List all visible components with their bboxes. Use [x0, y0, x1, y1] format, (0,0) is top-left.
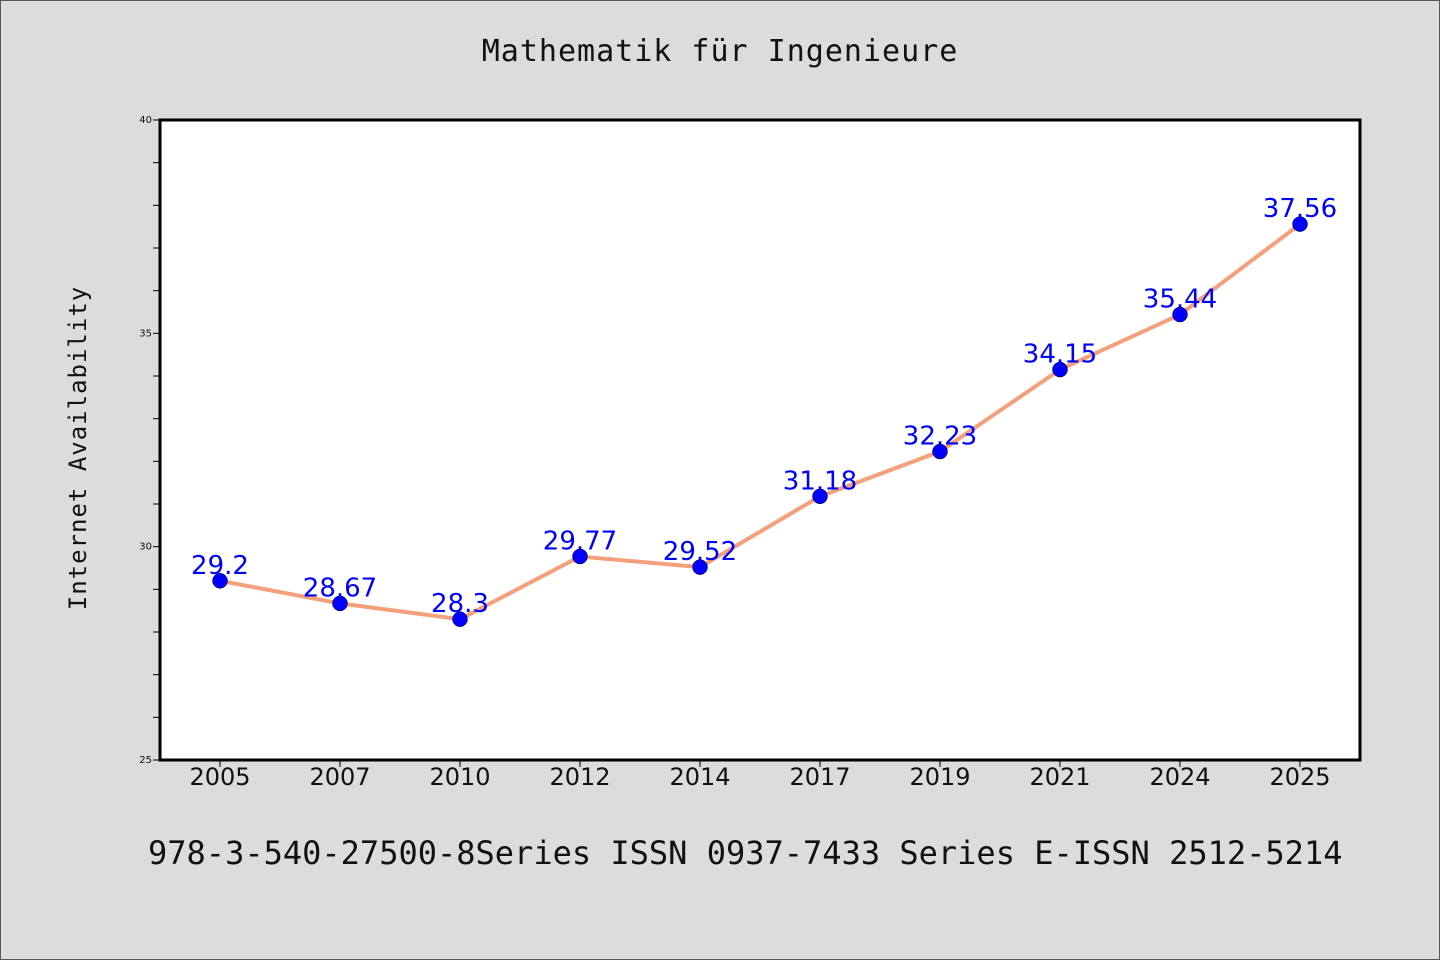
- data-point: [1292, 216, 1308, 232]
- y-tick-label: 40: [139, 115, 152, 126]
- series-line: [218, 222, 1302, 622]
- x-tick-label: 2024: [1149, 763, 1210, 791]
- data-point: [212, 573, 228, 589]
- x-tick-label: 2014: [669, 763, 730, 791]
- data-label: 29.2: [191, 551, 249, 581]
- data-label: 29.52: [663, 537, 737, 567]
- x-tick-label: 2019: [909, 763, 970, 791]
- data-labels: 29.2 28.67 28.3 29.77 29.52 31.18 32.23 34.15 35…: [191, 194, 1337, 619]
- data-label: 28.67: [303, 573, 377, 603]
- data-point: [692, 559, 708, 575]
- y-axis-label: Internet Availability: [64, 286, 92, 610]
- y-tick-label: 35: [139, 328, 152, 339]
- chart-title: Mathematik für Ingenieure: [481, 34, 959, 69]
- data-point: [1052, 361, 1068, 378]
- x-tick-label: 2017: [789, 763, 850, 791]
- x-tick-label: 2010: [429, 763, 490, 791]
- plot-area: [158, 118, 1362, 762]
- data-point: [1172, 306, 1188, 323]
- footer-isbn-issn: 978-3-540-27500-8Series ISSN 0937-7433 S…: [148, 834, 1343, 872]
- y-axis-ticks: 25 30 35 40: [139, 115, 160, 766]
- data-label: 34.15: [1023, 340, 1097, 370]
- data-label: 29.77: [543, 526, 617, 556]
- x-axis-ticks: 2005 2007 2010 2012 2014 2017 2019 2021 2024 2025: [189, 760, 1331, 791]
- data-label: 32.23: [903, 422, 977, 452]
- data-label: 31.18: [783, 466, 857, 496]
- data-point: [452, 611, 468, 627]
- data-label: 37.56: [1263, 194, 1337, 224]
- data-point: [932, 443, 948, 460]
- data-point: [332, 595, 348, 612]
- data-label: 35.44: [1143, 285, 1217, 315]
- x-tick-label: 2012: [549, 763, 610, 791]
- x-tick-label: 2005: [189, 763, 250, 791]
- series-points: [212, 216, 1308, 627]
- series-lines: [218, 222, 1302, 622]
- data-label: 28.3: [431, 589, 489, 619]
- x-tick-label: 2021: [1029, 763, 1090, 791]
- data-point: [572, 548, 588, 565]
- x-tick-label: 2025: [1269, 763, 1330, 791]
- y-tick-label: 30: [139, 542, 152, 553]
- y-tick-label: 25: [139, 755, 152, 766]
- data-point: [812, 488, 828, 505]
- x-tick-label: 2007: [309, 763, 370, 791]
